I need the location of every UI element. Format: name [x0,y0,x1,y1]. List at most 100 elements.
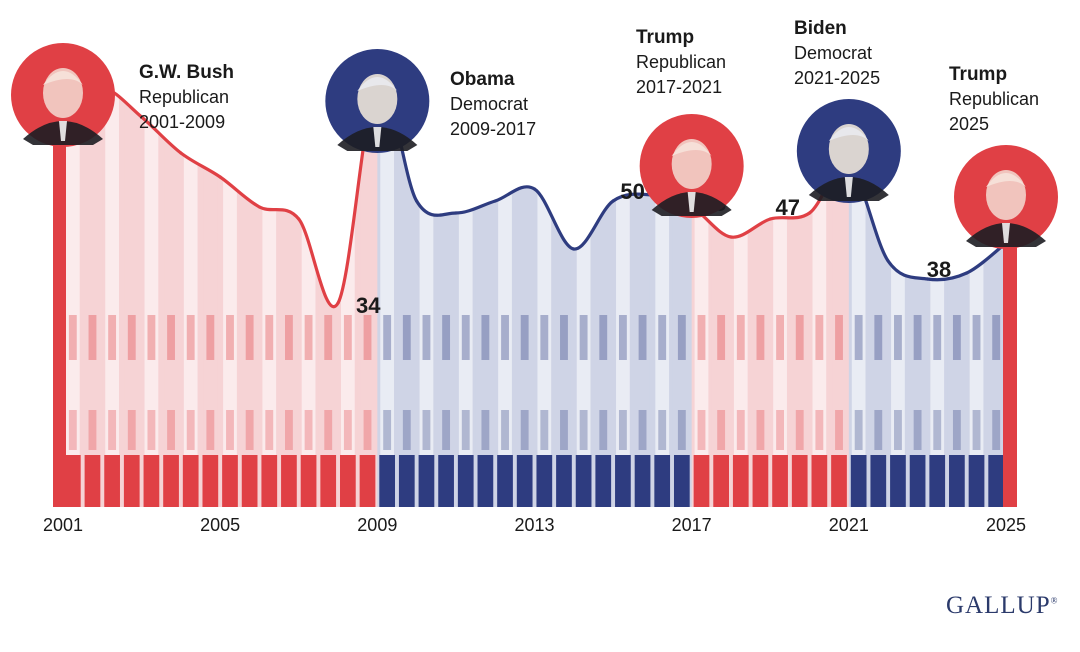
base-block [890,455,906,507]
window [186,410,195,450]
president-party: Democrat [450,94,529,114]
window [520,315,529,360]
column-pillar [164,79,178,507]
window [736,410,745,450]
president-party: Republican [636,52,727,72]
base-block [379,455,396,507]
series-line-segment [532,187,576,251]
window [854,410,863,450]
x-tick-label: 2025 [986,515,1026,535]
window [952,410,961,450]
data-label: 38 [927,257,951,282]
column-pillar [85,79,100,507]
base-block [673,455,690,507]
portrait-icon [639,114,744,218]
window [677,410,686,450]
window [618,410,627,450]
window [108,410,117,450]
window [658,410,667,450]
window [186,315,195,360]
base-block [84,455,101,507]
window [402,410,411,450]
window [560,315,568,360]
window [952,315,961,360]
window [88,315,97,360]
base-block [182,455,199,507]
window [756,410,765,450]
gallup-logo: GALLUP® [946,592,1058,620]
base-block [968,455,985,507]
portrait-shirt [687,192,696,212]
x-tick-label: 2009 [357,515,397,535]
x-tick-label: 2017 [672,515,712,535]
portrait-hair [43,71,83,85]
window [442,410,451,450]
president-party: Republican [139,87,230,107]
base-block [752,455,769,507]
window [795,315,804,360]
base-block [123,455,140,507]
portrait-hair [828,127,869,141]
series-line-segment [454,199,497,215]
window [697,410,706,450]
base-block [241,455,258,507]
window [442,315,451,360]
base-block [556,455,572,507]
column-pillar [183,79,198,507]
window [658,315,667,360]
x-tick-label: 2005 [200,515,240,535]
base-block [320,455,337,507]
x-tick-label: 2001 [43,515,83,535]
column-pillar [124,79,139,507]
portrait-hair [357,77,398,91]
base-block [202,455,219,507]
base-block [222,455,238,507]
window [206,410,215,450]
window [343,410,352,450]
base-block [497,455,513,507]
base-block [536,455,553,507]
base-block [398,455,415,507]
series-line-segment [925,271,969,282]
window [147,410,156,450]
window [540,410,549,450]
window [894,410,902,450]
window [206,315,215,360]
x-tick-label: 2021 [829,515,869,535]
window [795,410,804,450]
window [520,410,529,450]
portrait-icon [796,99,901,203]
series-line-segment [768,211,812,221]
base-block [438,455,454,507]
data-label: 34 [356,293,381,318]
window [245,315,254,360]
registered-mark: ® [1050,595,1059,606]
president-label-biden: Biden Democrat 2021-2025 [794,16,880,91]
window [265,410,274,450]
president-years: 2021-2025 [794,68,881,88]
window [894,315,902,360]
portrait-shirt [373,127,382,147]
president-name: Obama [450,69,515,90]
window [422,315,431,360]
window [599,410,608,450]
window [304,315,313,360]
window [68,410,77,450]
series-line-segment [139,115,183,155]
president-party: Republican [949,89,1040,109]
president-name: Biden [794,18,847,39]
window [501,410,509,450]
base-block [654,455,671,507]
window [147,315,156,360]
window [226,315,234,360]
window [383,410,392,450]
window [245,410,254,450]
base-block [693,455,710,507]
base-block [870,455,887,507]
base-block [163,455,179,507]
window [540,315,549,360]
window [265,315,274,360]
window [913,315,922,360]
edge-bar-right [1003,243,1017,507]
